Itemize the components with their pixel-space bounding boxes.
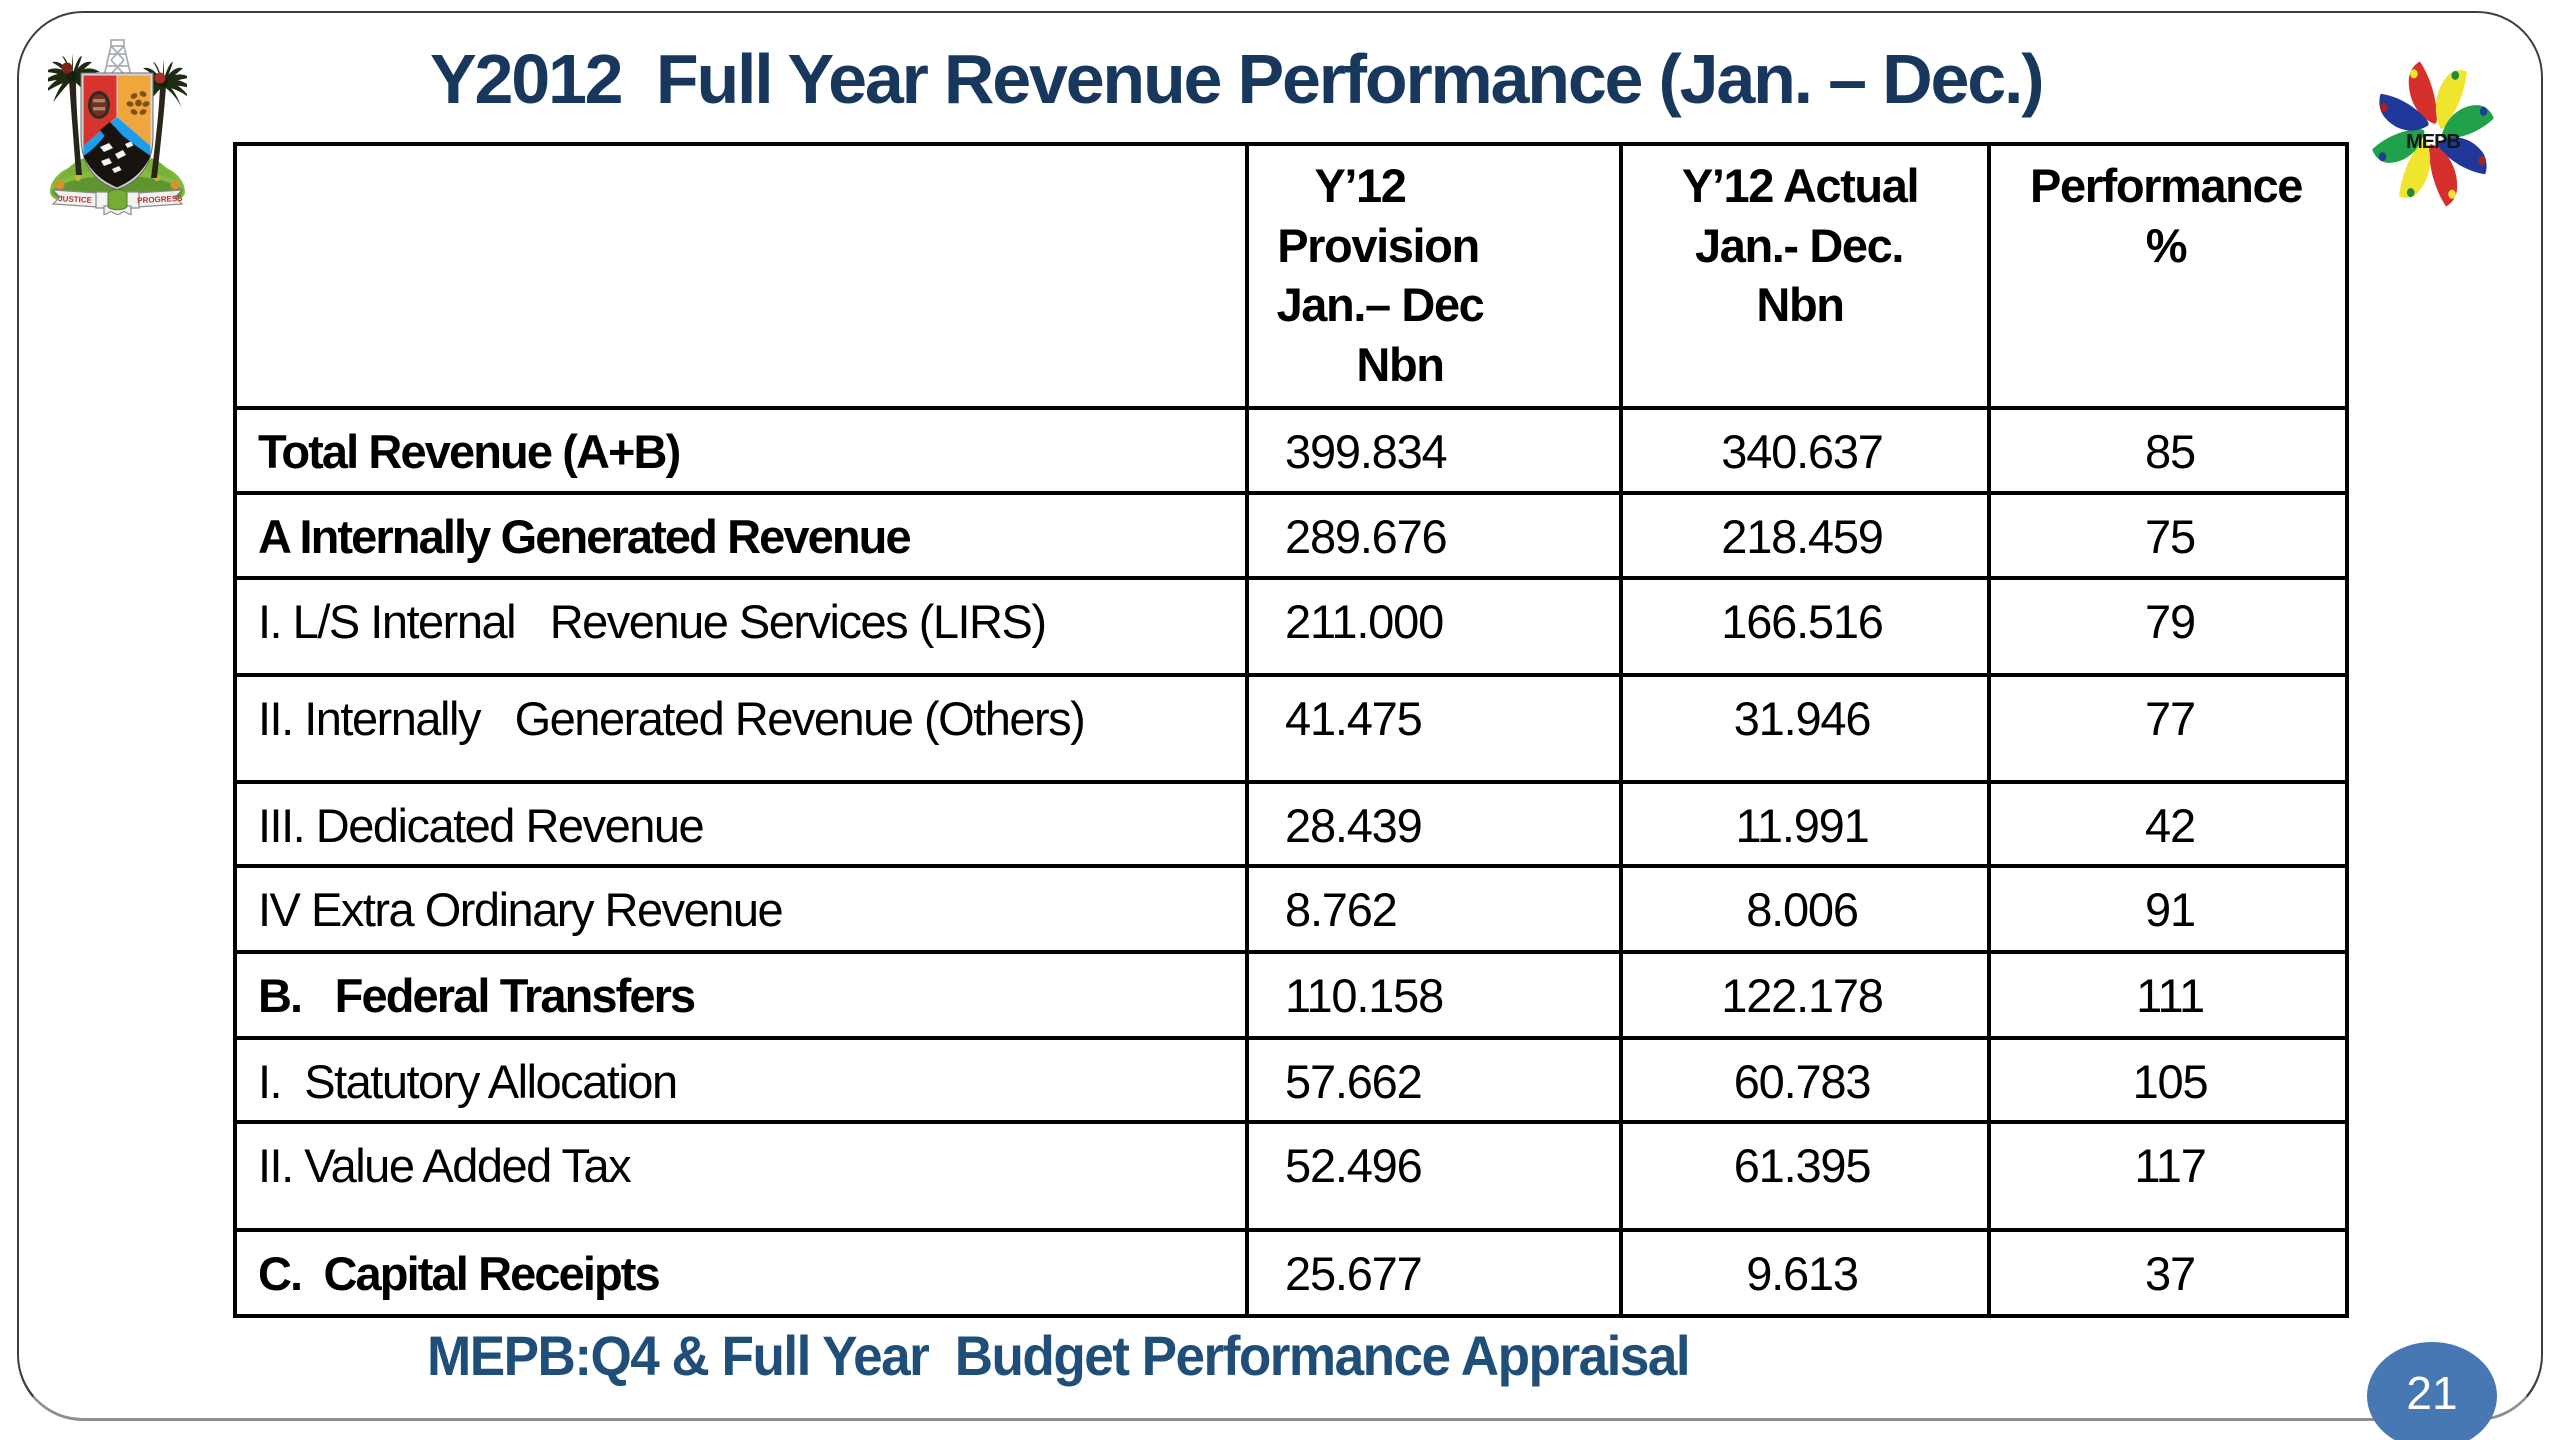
svg-text:JUSTICE: JUSTICE bbox=[58, 194, 93, 205]
svg-text:PROGRESS: PROGRESS bbox=[137, 194, 183, 205]
svg-text:MEPB: MEPB bbox=[2406, 131, 2460, 153]
